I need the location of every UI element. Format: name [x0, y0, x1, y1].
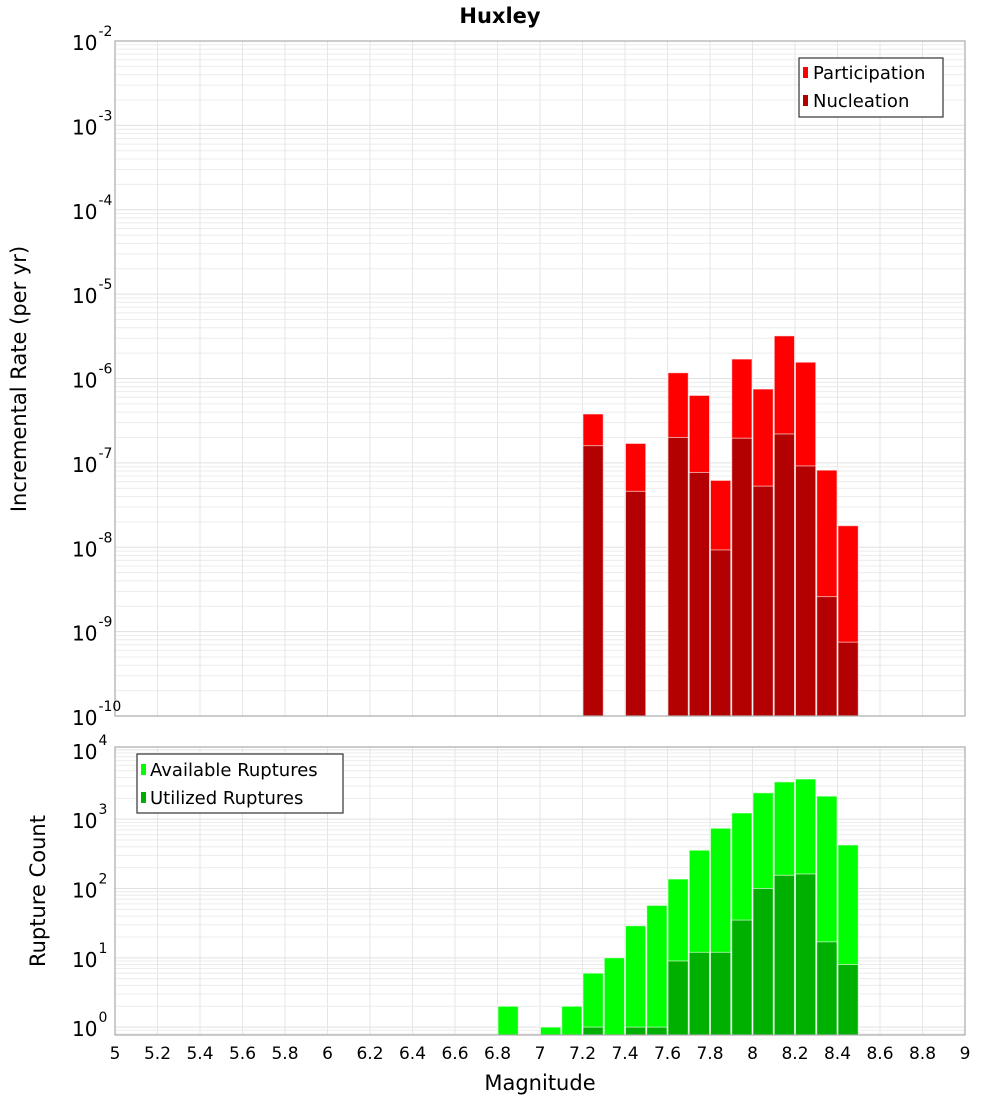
legend-swatch-available: [141, 764, 146, 775]
bottom-bar-available-ruptures: [625, 925, 647, 1036]
top-y-tick-label: 10-10: [72, 699, 121, 730]
legend-swatch-utilized: [141, 792, 146, 803]
x-tick-labels: 5 5.2 5.4 5.6 5.8 6 6.2 6.4 6.6 6.8 7 7.2 7.4 7.6 7.8 8…: [110, 1044, 971, 1064]
top-legend: Participation Nucleation: [798, 57, 944, 118]
x-tick-label: 8: [747, 1044, 758, 1064]
top-bar-nucleation: [837, 641, 859, 717]
top-bar-nucleation: [773, 433, 795, 717]
chart-title: Huxley: [459, 4, 541, 28]
bottom-y-tick-label: 100: [72, 1010, 107, 1041]
top-plot: 10-2 10-3 10-4 10-5 10-6 10-7 10-8 10-9 10-10: [72, 24, 966, 730]
bottom-bar-utilized-ruptures: [582, 1026, 604, 1036]
top-bar-nucleation: [582, 445, 604, 717]
legend-label-available: Available Ruptures: [150, 760, 318, 781]
x-tick-label: 8.8: [909, 1044, 936, 1064]
top-bar-nucleation: [731, 437, 753, 717]
x-tick-label: 5.8: [271, 1044, 298, 1064]
bottom-y-tick-label: 104: [72, 733, 107, 764]
bottom-bar-available-ruptures: [497, 1005, 519, 1036]
x-tick-label: 5.6: [229, 1044, 256, 1064]
bottom-y-axis-label: Rupture Count: [26, 815, 50, 967]
top-y-tick-label: 10-2: [72, 24, 112, 55]
bottom-bar-utilized-ruptures: [625, 1026, 647, 1036]
legend-label-nucleation: Nucleation: [813, 91, 909, 112]
x-tick-label: 5: [110, 1044, 121, 1064]
top-y-tick-label: 10-3: [72, 108, 112, 139]
bottom-bar-utilized-ruptures: [710, 951, 732, 1036]
bottom-bar-utilized-ruptures: [667, 960, 689, 1036]
bottom-bar-utilized-ruptures: [731, 919, 753, 1036]
top-bar-nucleation: [667, 436, 689, 717]
bottom-y-tick-label: 102: [72, 872, 107, 903]
bottom-bar-utilized-ruptures: [688, 951, 710, 1036]
x-tick-label: 8.2: [781, 1044, 808, 1064]
top-bar-nucleation: [688, 471, 710, 717]
bottom-bar-available-ruptures: [561, 1005, 583, 1036]
x-axis-label: Magnitude: [484, 1071, 595, 1095]
top-bar-nucleation: [625, 490, 647, 717]
x-tick-label: 7.4: [611, 1044, 638, 1064]
bottom-bar-utilized-ruptures: [752, 888, 774, 1036]
top-bar-nucleation: [795, 465, 817, 717]
bottom-bar-utilized-ruptures: [816, 941, 838, 1036]
bottom-y-tick-label: 101: [72, 941, 107, 972]
legend-swatch-participation: [803, 67, 808, 78]
top-bar-nucleation: [710, 549, 732, 717]
top-y-axis-label: Incremental Rate (per yr): [7, 246, 31, 512]
top-y-tick-label: 10-6: [72, 362, 113, 393]
bottom-bar-utilized-ruptures: [646, 1026, 668, 1036]
top-y-tick-label: 10-9: [72, 615, 112, 646]
x-tick-label: 6.8: [484, 1044, 511, 1064]
x-tick-label: 5.4: [186, 1044, 213, 1064]
x-tick-label: 6.6: [441, 1044, 468, 1064]
top-y-tick-label: 10-5: [72, 277, 112, 308]
x-tick-label: 9: [960, 1044, 971, 1064]
legend-label-participation: Participation: [813, 63, 925, 84]
x-tick-label: 5.2: [144, 1044, 171, 1064]
x-tick-label: 6: [322, 1044, 333, 1064]
bottom-y-tick-label: 103: [72, 802, 107, 833]
x-tick-label: 6.2: [356, 1044, 383, 1064]
top-bar-nucleation: [816, 596, 838, 717]
x-tick-label: 7.2: [569, 1044, 596, 1064]
bottom-plot-border: [114, 746, 966, 1036]
bottom-bar-utilized-ruptures: [795, 873, 817, 1036]
x-tick-label: 8.4: [824, 1044, 851, 1064]
bottom-bar-utilized-ruptures: [773, 874, 795, 1036]
bottom-legend: Available Ruptures Utilized Ruptures: [136, 753, 344, 814]
top-bar-nucleation: [752, 485, 774, 717]
top-plot-border: [114, 40, 966, 717]
legend-label-utilized: Utilized Ruptures: [150, 788, 303, 809]
bottom-bar-utilized-ruptures: [837, 964, 859, 1036]
x-tick-label: 6.4: [399, 1044, 426, 1064]
top-y-tick-label: 10-8: [72, 530, 112, 561]
bottom-bar-available-ruptures: [540, 1026, 562, 1036]
bottom-bar-available-ruptures: [603, 957, 625, 1036]
x-tick-label: 7.6: [654, 1044, 681, 1064]
top-y-tick-label: 10-4: [72, 193, 113, 224]
x-tick-label: 8.6: [866, 1044, 893, 1064]
x-tick-label: 7: [535, 1044, 546, 1064]
bottom-bar-available-ruptures: [646, 904, 668, 1036]
top-y-tick-label: 10-7: [72, 446, 112, 477]
x-tick-label: 7.8: [696, 1044, 723, 1064]
bottom-bar-available-ruptures: [582, 972, 604, 1036]
legend-swatch-nucleation: [803, 95, 808, 106]
